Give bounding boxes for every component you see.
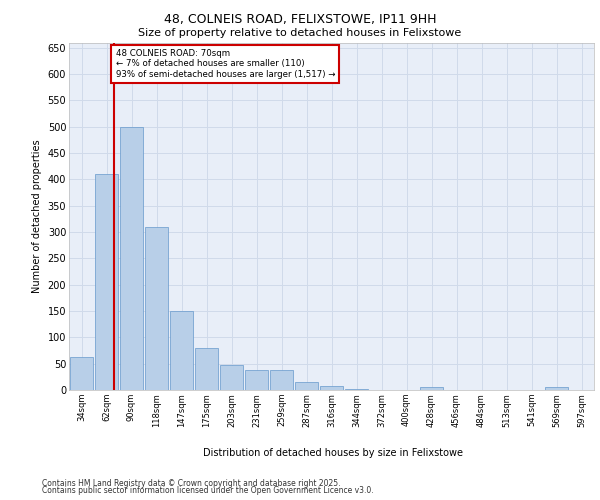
Text: Contains public sector information licensed under the Open Government Licence v3: Contains public sector information licen… [42, 486, 374, 495]
Bar [195, 348, 218, 390]
Text: Contains HM Land Registry data © Crown copyright and database right 2025.: Contains HM Land Registry data © Crown c… [42, 478, 341, 488]
Bar [545, 388, 568, 390]
Bar [145, 227, 168, 390]
Bar [120, 126, 143, 390]
Bar [95, 174, 118, 390]
Bar [345, 389, 368, 390]
Y-axis label: Number of detached properties: Number of detached properties [32, 140, 42, 293]
Bar [220, 366, 243, 390]
Bar [70, 358, 93, 390]
Text: 48, COLNEIS ROAD, FELIXSTOWE, IP11 9HH: 48, COLNEIS ROAD, FELIXSTOWE, IP11 9HH [164, 12, 436, 26]
Text: Distribution of detached houses by size in Felixstowe: Distribution of detached houses by size … [203, 448, 463, 458]
Text: 48 COLNEIS ROAD: 70sqm
← 7% of detached houses are smaller (110)
93% of semi-det: 48 COLNEIS ROAD: 70sqm ← 7% of detached … [116, 49, 335, 78]
Bar [245, 370, 268, 390]
Bar [320, 386, 343, 390]
Bar [170, 311, 193, 390]
Bar [295, 382, 318, 390]
Text: Size of property relative to detached houses in Felixstowe: Size of property relative to detached ho… [139, 28, 461, 38]
Bar [270, 370, 293, 390]
Bar [420, 388, 443, 390]
